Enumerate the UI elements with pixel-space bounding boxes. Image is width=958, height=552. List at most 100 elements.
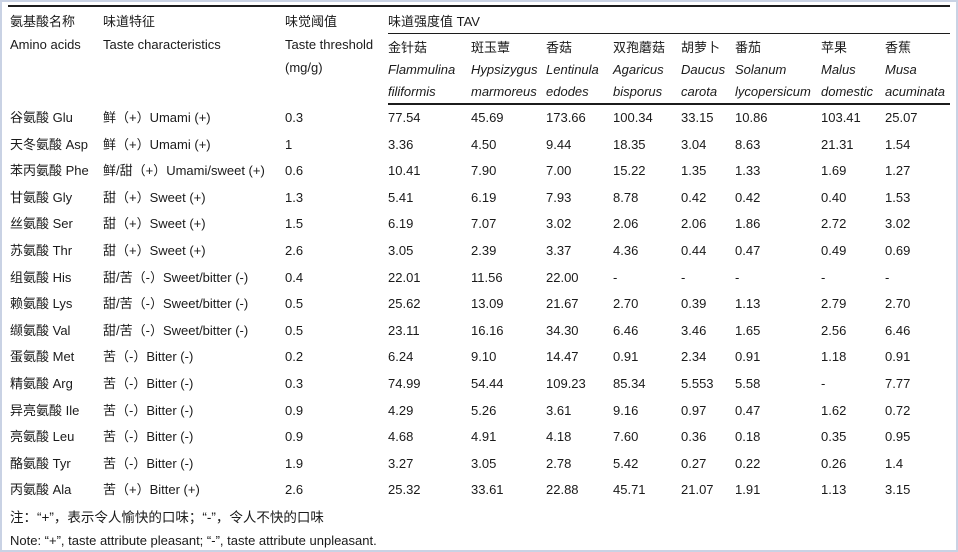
taste-threshold-cell: 2.6: [285, 242, 304, 258]
taste-characteristic-cell: 甜（+）Sweet (+): [103, 242, 206, 258]
tav-value-cell: 1.69: [821, 163, 847, 179]
tav-value-cell: 100.34: [613, 110, 653, 125]
taste-characteristic-cell: 甜/苦（-）Sweet/bitter (-): [103, 269, 249, 285]
table-header: 氨基酸名称 Amino acids 味道特征 Taste characteris…: [8, 6, 951, 105]
tav-value-cell: 1.4: [885, 455, 904, 471]
amino-acid-name-cell: 丙氨酸 Ala: [10, 482, 72, 498]
tav-value-cell: 1.35: [681, 163, 707, 179]
tav-value-cell: 34.30: [546, 322, 579, 338]
taste-characteristic-cell: 鲜（+）Umami (+): [103, 109, 211, 125]
taste-threshold-cell: 0.2: [285, 349, 304, 365]
tav-value-cell: 54.44: [471, 375, 504, 391]
tav-value-cell: 33.15: [681, 110, 714, 125]
species-latin-name: edodes: [546, 84, 589, 99]
tav-value-cell: 2.70: [613, 296, 639, 312]
tav-value-cell: 7.00: [546, 163, 572, 179]
header-taste-threshold: 味觉阈值 Taste threshold (mg/g): [285, 6, 388, 104]
species-latin-name: lycopersicum: [735, 84, 811, 99]
header-amino-acids: 氨基酸名称 Amino acids: [8, 6, 103, 104]
tav-value-cell: 33.61: [471, 482, 504, 498]
amino-acid-name-cell: 苯丙氨酸 Phe: [10, 163, 89, 179]
tav-value-cell: 0.97: [681, 402, 707, 418]
tav-value-cell: 5.58: [735, 375, 761, 391]
tav-value-cell: 2.78: [546, 455, 572, 471]
species-latin-name: Flammulina: [388, 62, 456, 77]
species-header-row: 金针菇 Flammulina filiformis 斑玉蕈 Hypsizygus marm…: [8, 33, 951, 105]
taste-threshold-cell: 0.5: [285, 322, 304, 338]
tav-value-cell: 4.36: [613, 242, 639, 258]
tav-value-cell: 2.72: [821, 216, 847, 232]
tav-value-cell: 8.78: [613, 189, 639, 205]
tav-value-cell: -: [821, 375, 826, 391]
tav-value-cell: 1.91: [735, 482, 761, 498]
tav-value-cell: 1.65: [735, 322, 761, 338]
tav-value-cell: 0.91: [613, 349, 639, 365]
tav-value-cell: 10.86: [735, 110, 768, 125]
amino-acid-name-cell: 甘氨酸 Gly: [10, 189, 73, 205]
table-row: 亮氨酸 Leu 苦（-）Bitter (-) 0.9 4.68 4.91 4.18 7.60…: [8, 424, 950, 451]
tav-value-cell: 7.77: [885, 375, 911, 391]
table-row: 赖氨酸 Lys 甜/苦（-）Sweet/bitter (-) 0.5 25.62 13.…: [8, 291, 950, 318]
species-name-cn: 香菇: [546, 40, 573, 55]
tav-value-cell: 0.72: [885, 402, 911, 418]
tav-value-cell: 5.26: [471, 402, 497, 418]
tav-value-cell: 2.06: [613, 216, 639, 232]
species-latin-name: Lentinula: [546, 62, 599, 77]
amino-acid-name-cell: 苏氨酸 Thr: [10, 242, 73, 258]
species-latin-name: carota: [681, 84, 718, 99]
tav-value-cell: 0.36: [681, 429, 707, 445]
tav-value-cell: 18.35: [613, 136, 646, 152]
taste-characteristic-cell: 苦（-）Bitter (-): [103, 429, 194, 445]
tav-value-cell: 25.32: [388, 482, 421, 498]
taste-threshold-cell: 0.9: [285, 402, 304, 418]
tav-value-cell: 0.69: [885, 242, 911, 258]
table-row: 组氨酸 His 甜/苦（-）Sweet/bitter (-) 0.4 22.01 11.…: [8, 265, 950, 292]
tav-value-cell: 7.07: [471, 216, 497, 232]
tav-value-cell: 0.27: [681, 455, 707, 471]
tav-value-cell: 1.86: [735, 216, 761, 232]
tav-value-cell: 3.04: [681, 136, 707, 152]
amino-acid-name-cell: 组氨酸 His: [10, 269, 72, 285]
species-latin-name: domestic: [821, 84, 874, 99]
tav-value-cell: 0.91: [735, 349, 761, 365]
tav-value-cell: 3.05: [471, 455, 497, 471]
taste-threshold-cell: 0.4: [285, 269, 304, 285]
tav-value-cell: 25.62: [388, 296, 421, 312]
tav-value-cell: 1.53: [885, 189, 911, 205]
table-row: 丝氨酸 Ser 甜（+）Sweet (+) 1.5 6.19 7.07 3.02 2.06 2…: [8, 211, 950, 238]
taste-characteristic-cell: 苦（-）Bitter (-): [103, 455, 194, 471]
taste-characteristic-cell: 苦（-）Bitter (-): [103, 375, 194, 391]
species-latin-name: Malus: [821, 62, 856, 77]
tav-value-cell: 0.26: [821, 455, 847, 471]
note-chinese: 注：“+”，表示令人愉快的口味；“-”，令人不快的口味: [10, 509, 324, 525]
taste-characteristic-cell: 甜（+）Sweet (+): [103, 216, 206, 232]
tav-value-cell: 0.95: [885, 429, 911, 445]
tav-value-cell: 0.91: [885, 349, 911, 365]
tav-value-cell: 21.67: [546, 296, 579, 312]
table-row: 苏氨酸 Thr 甜（+）Sweet (+) 2.6 3.05 2.39 3.37 4.36 0…: [8, 238, 950, 265]
tav-value-cell: -: [681, 269, 686, 285]
taste-threshold-cell: 0.3: [285, 375, 304, 391]
tav-value-cell: 45.69: [471, 110, 504, 125]
tav-value-cell: 5.42: [613, 455, 639, 471]
tav-value-cell: 103.41: [821, 110, 861, 125]
species-name-cn: 双孢蘑菇: [613, 40, 666, 55]
taste-threshold-cell: 2.6: [285, 482, 304, 498]
species-header-cell: 双孢蘑菇 Agaricus bisporus: [613, 33, 681, 105]
species-name-cn: 苹果: [821, 40, 848, 55]
tav-value-cell: 9.44: [546, 136, 572, 152]
tav-value-cell: 85.34: [613, 375, 646, 391]
tav-value-cell: 3.61: [546, 402, 572, 418]
tav-value-cell: 11.56: [471, 269, 503, 285]
header-amino-acids-en: Amino acids: [10, 37, 81, 52]
tav-value-cell: 7.90: [471, 163, 497, 179]
species-latin-name: Hypsizygus: [471, 62, 538, 77]
tav-value-cell: 1.54: [885, 136, 911, 152]
tav-value-cell: 0.40: [821, 189, 847, 205]
header-amino-acids-cn: 氨基酸名称: [10, 14, 76, 29]
tav-value-cell: 4.18: [546, 429, 572, 445]
taste-characteristic-cell: 苦（+）Bitter (+): [103, 482, 200, 498]
note-english: Note: “+”, taste attribute pleasant; “-”…: [10, 532, 377, 548]
table-row: 缬氨酸 Val 甜/苦（-）Sweet/bitter (-) 0.5 23.11 16.…: [8, 318, 950, 345]
